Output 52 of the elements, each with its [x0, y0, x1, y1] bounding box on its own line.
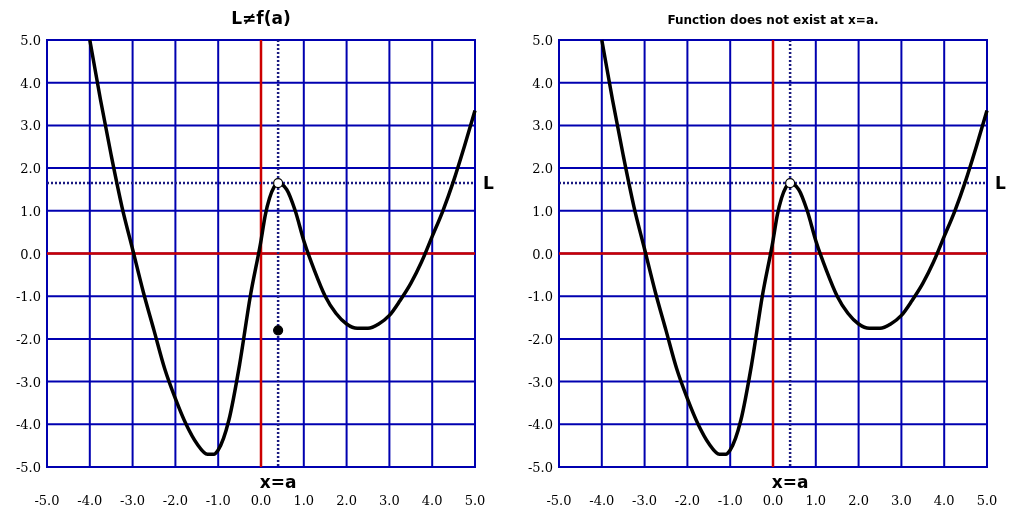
x-tick-label: 0.0	[250, 493, 272, 508]
y-tick-label: -2.0	[15, 331, 41, 347]
y-tick-label: -3.0	[15, 374, 41, 390]
chart-title: Function does not exist at x=a.	[667, 13, 879, 27]
x-tick-label: 4.0	[421, 493, 443, 508]
x-tick-label: 5.0	[976, 493, 998, 508]
y-tick-label: -4.0	[527, 417, 553, 433]
x-tick-label: -4.0	[589, 493, 615, 508]
ref-line-label: x=a	[259, 472, 297, 492]
x-tick-label: 4.0	[933, 493, 955, 508]
x-tick-label: -1.0	[205, 493, 231, 508]
y-tick-label: 4.0	[532, 75, 553, 91]
x-tick-label: 1.0	[293, 493, 315, 508]
x-tick-label: -1.0	[717, 493, 743, 508]
y-tick-label: -3.0	[527, 374, 553, 390]
x-tick-label: -5.0	[546, 493, 572, 508]
x-tick-label: 1.0	[805, 493, 827, 508]
x-tick-label: -3.0	[632, 493, 658, 508]
y-tick-label: -1.0	[527, 289, 553, 305]
x-tick-label: 2.0	[848, 493, 869, 508]
y-tick-label: 2.0	[20, 161, 41, 177]
y-tick-label: 5.0	[532, 33, 553, 48]
x-tick-label: -3.0	[120, 493, 146, 508]
y-tick-label: 1.0	[20, 203, 41, 219]
y-tick-label: -1.0	[15, 289, 41, 305]
x-tick-label: -2.0	[162, 493, 188, 508]
x-tick-label: 2.0	[336, 493, 357, 508]
x-tick-label: -2.0	[674, 493, 700, 508]
x-tick-label: 5.0	[464, 493, 486, 508]
x-tick-label: 3.0	[891, 493, 912, 508]
y-tick-label: 0.0	[20, 246, 41, 262]
y-tick-label: 3.0	[532, 118, 553, 134]
y-tick-label: 0.0	[532, 246, 553, 262]
x-tick-label: 3.0	[379, 493, 400, 508]
y-tick-label: 3.0	[20, 118, 41, 134]
x-tick-label: -5.0	[34, 493, 60, 508]
x-tick-label: 0.0	[762, 493, 784, 508]
y-tick-label: -5.0	[527, 460, 553, 475]
y-tick-label: 4.0	[20, 75, 41, 91]
ref-line-label: L	[483, 173, 494, 194]
chart-title: L≠f(a)	[231, 8, 291, 28]
line-series	[600, 38, 989, 456]
y-tick-label: 1.0	[532, 203, 553, 219]
y-tick-label: -5.0	[15, 460, 41, 475]
x-tick-label: -4.0	[77, 493, 103, 508]
line-series	[88, 38, 477, 456]
y-tick-label: 5.0	[20, 33, 41, 48]
y-tick-label: -4.0	[15, 417, 41, 433]
y-tick-label: 2.0	[532, 161, 553, 177]
ref-line-label: x=a	[771, 472, 809, 492]
y-tick-label: -2.0	[527, 331, 553, 347]
ref-line-label: L	[995, 173, 1006, 194]
